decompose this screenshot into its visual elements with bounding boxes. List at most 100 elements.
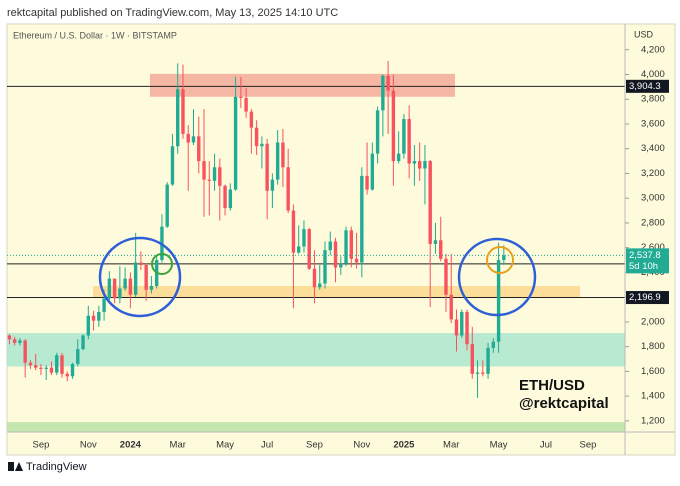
chart-title: Ethereum / U.S. Dollar · 1W · BITSTAMP (13, 30, 177, 40)
candle-body (70, 363, 75, 377)
candle-body (344, 230, 348, 264)
annotation: @rektcapital (519, 395, 609, 412)
x-tick-label: May (216, 440, 234, 451)
candle-body (270, 179, 275, 191)
candle-body (44, 367, 48, 369)
candle-body (265, 143, 269, 191)
candle-body (128, 278, 133, 295)
brand: TradingView (26, 461, 87, 473)
candle-body (233, 96, 238, 190)
candle-body (302, 229, 306, 247)
zone (7, 333, 625, 367)
candle-body (496, 260, 501, 342)
candle-body (123, 278, 127, 289)
candle-body (181, 89, 185, 134)
candle-body (502, 255, 506, 261)
candle-body (197, 136, 201, 162)
candle-body (186, 133, 190, 143)
candle-body (396, 153, 401, 162)
candle-body (244, 97, 248, 112)
countdown: 5d 10h (629, 261, 658, 272)
candle-body (275, 142, 280, 180)
candle-body (349, 230, 353, 259)
candle-body (191, 136, 196, 143)
y-tick-label: 1,800 (641, 341, 665, 352)
candle-body (223, 185, 227, 209)
price-label: 2,537.8 (629, 250, 661, 261)
candle-body (386, 75, 390, 91)
highlight-circle (98, 236, 182, 318)
candle-body (97, 312, 101, 321)
y-tick-label: 1,400 (641, 391, 665, 402)
candle-body (91, 315, 96, 321)
price-label: 2,196.9 (629, 292, 661, 303)
x-tick-label: Mar (170, 440, 186, 451)
price-box (626, 79, 669, 93)
y-tick-label: 2,000 (641, 316, 665, 327)
candle-body (149, 286, 154, 290)
candle-body (475, 372, 480, 374)
x-tick-label: Nov (353, 440, 370, 451)
candle-body (339, 263, 343, 268)
candle-body (281, 142, 285, 168)
candle-body (439, 240, 443, 259)
y-tick-label: 1,600 (641, 366, 665, 377)
candle-body (291, 210, 296, 253)
annotation: ETH/USD (519, 377, 585, 394)
candle-body (454, 319, 459, 336)
candle-body (423, 161, 427, 169)
candle-body (144, 264, 148, 290)
candle-body (76, 349, 80, 364)
candle-body (107, 278, 112, 299)
candle-body (139, 262, 143, 265)
x-tick-label: Jul (540, 440, 552, 451)
candle-body (207, 179, 211, 181)
candle-body (202, 161, 206, 180)
candle-body (407, 119, 411, 164)
candle-body (354, 258, 359, 263)
candle-body (428, 161, 432, 244)
candle-body (465, 312, 469, 345)
price-box (626, 291, 669, 305)
candle-body (34, 365, 38, 368)
candle-body (218, 167, 222, 186)
y-tick-label: 3,800 (641, 94, 665, 105)
candle-body (249, 111, 254, 128)
candle-body (312, 268, 317, 288)
x-tick-label: 2025 (393, 440, 415, 451)
candle-body (176, 89, 180, 147)
candle-body (49, 367, 54, 373)
y-tick-label: 3,400 (641, 143, 665, 154)
y-tick-label: 4,200 (641, 44, 665, 55)
x-tick-label: Jul (261, 440, 273, 451)
candle-body (260, 143, 264, 147)
y-tick-label: 3,600 (641, 118, 665, 129)
candle-body (328, 241, 332, 251)
x-tick-label: Sep (33, 440, 50, 451)
x-tick-label: 2024 (120, 440, 142, 451)
candle-body (449, 294, 453, 320)
candle-body (60, 355, 64, 374)
candle-body (491, 341, 496, 348)
candle-body (360, 175, 364, 263)
candle-body (460, 312, 464, 336)
x-tick-label: May (490, 440, 508, 451)
price-label: 3,904.3 (629, 81, 661, 92)
candle-body (254, 127, 259, 147)
candle-body (170, 146, 175, 185)
highlight-circle (486, 246, 514, 274)
candle-body (333, 241, 338, 268)
candle-body (81, 335, 85, 350)
candle-body (55, 355, 59, 373)
candle-body (12, 339, 17, 343)
candle-body (23, 340, 27, 363)
candle-body (470, 344, 474, 374)
publisher: rektcapital published on TradingView.com… (7, 7, 338, 19)
candle-body (39, 367, 43, 369)
y-tick-label: 4,000 (641, 69, 665, 80)
candle-body (165, 184, 169, 227)
tv-logo (8, 462, 23, 471)
y-tick-label: 3,000 (641, 193, 665, 204)
